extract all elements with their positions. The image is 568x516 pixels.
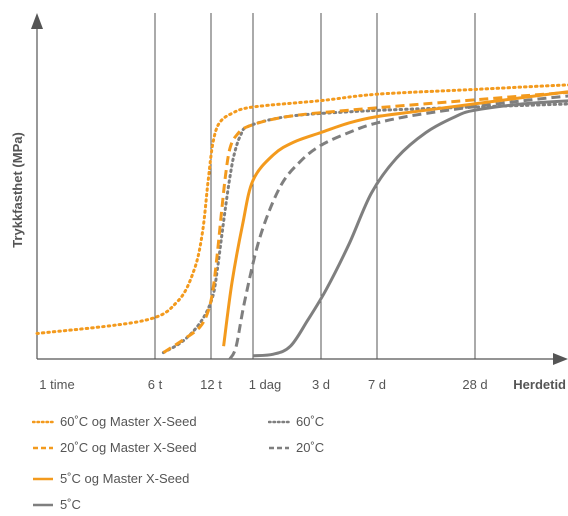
y-axis-title: Trykkfasthet (MPa): [10, 132, 25, 248]
legend-item: 60˚C og Master X-Seed: [32, 414, 197, 429]
x-tick-label: 6 t: [148, 377, 163, 392]
legend-item: 5˚C og Master X-Seed: [32, 471, 189, 486]
x-tick-label: 7 d: [368, 377, 386, 392]
series-line: [161, 102, 568, 355]
y-axis-arrow: [31, 13, 43, 29]
axes: [31, 13, 568, 365]
x-tick-label: 1 time: [39, 377, 74, 392]
legend: 60˚C og Master X-Seed 60˚C 20˚C og Master …: [32, 414, 562, 514]
series-line: [35, 83, 568, 335]
x-tick-label: 1 dag: [249, 377, 282, 392]
legend-item: 60˚C: [268, 414, 324, 429]
legend-label: 5˚C: [60, 497, 81, 512]
legend-item: 20˚C: [268, 440, 324, 455]
legend-swatch: [33, 503, 53, 506]
legend-item: 5˚C: [32, 497, 81, 512]
legend-label: 60˚C: [296, 414, 325, 429]
x-tick-label: 12 t: [200, 377, 222, 392]
legend-label: 20˚C: [296, 440, 325, 455]
legend-swatch: [32, 420, 54, 423]
legend-swatch: [269, 446, 289, 449]
legend-swatch: [33, 446, 53, 449]
series-layer: [35, 83, 568, 360]
series-line: [162, 90, 568, 354]
legend-item: 20˚C og Master X-Seed: [32, 440, 197, 455]
x-axis-title: Herdetid: [513, 377, 566, 392]
chart-canvas: 1 time 6 t 12 t 1 dag 3 d 7 d 28 d Herdetid Tr…: [10, 13, 568, 392]
legend-swatch: [268, 420, 290, 423]
legend-label: 20˚C og Master X-Seed: [60, 440, 197, 455]
x-axis-arrow: [553, 353, 568, 365]
series-line: [228, 94, 568, 360]
legend-label: 5˚C og Master X-Seed: [60, 471, 190, 486]
series-line: [222, 90, 568, 347]
legend-label: 60˚C og Master X-Seed: [60, 414, 197, 429]
x-tick-label: 3 d: [312, 377, 330, 392]
x-tick-labels: 1 time 6 t 12 t 1 dag 3 d 7 d 28 d: [39, 377, 487, 392]
legend-swatch: [33, 477, 53, 480]
x-tick-label: 28 d: [462, 377, 487, 392]
series-line: [252, 99, 568, 358]
